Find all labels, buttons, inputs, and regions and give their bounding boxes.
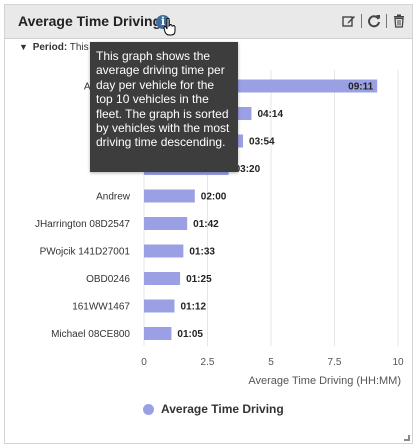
widget-title: Average Time Driving (18, 13, 162, 29)
bar-value-label: 03:54 (249, 137, 275, 148)
widget-header: Average Time Driving i (5, 5, 412, 39)
bar-value-label: 01:42 (193, 219, 219, 230)
bar[interactable] (144, 189, 195, 203)
bar[interactable] (144, 299, 175, 313)
category-label: JHarrington 08D2547 (35, 219, 130, 230)
bar-value-label: 04:14 (257, 109, 283, 120)
bar[interactable] (144, 217, 188, 230)
bar-value-label: 02:00 (201, 192, 227, 203)
edit-icon[interactable] (342, 14, 356, 28)
legend-label: Average Time Driving (161, 402, 284, 416)
bar-value-label: 03:20 (235, 164, 261, 175)
x-axis-title: Average Time Driving (HH:MM) (248, 375, 401, 387)
x-tick-label: 10 (392, 357, 404, 368)
bar-value-label: 09:11 (348, 82, 373, 93)
refresh-icon[interactable] (367, 14, 381, 28)
x-tick-label: 2.5 (201, 357, 215, 368)
bar[interactable] (144, 327, 172, 340)
chart-x-ticks: 0 2.5 5 7.5 10 (141, 357, 404, 368)
info-tooltip: This graph shows the average driving tim… (90, 42, 238, 172)
chart-value-labels: 09:11 04:14 03:54 03:20 02:00 01:42 01:33 01:25… (177, 82, 373, 341)
hand-cursor-icon (163, 18, 176, 36)
bar-value-label: 01:25 (186, 274, 212, 285)
bar[interactable] (144, 244, 184, 258)
bar-value-label: 01:05 (177, 329, 203, 340)
chart-legend[interactable]: Average Time Driving (143, 402, 284, 416)
category-label: Andrew (96, 192, 131, 203)
header-actions (342, 14, 406, 28)
delete-icon[interactable] (392, 14, 406, 28)
filter-icon: ▼ (19, 42, 28, 52)
bar-value-label: 01:12 (180, 302, 206, 313)
period-filter[interactable]: ▼ Period: This (19, 42, 89, 53)
x-tick-label: 7.5 (328, 357, 342, 368)
period-label: Period: (32, 42, 68, 53)
header-separator (361, 14, 362, 28)
bar[interactable] (144, 272, 181, 285)
category-label: 161WW1467 (72, 302, 130, 313)
bar-value-label: 01:33 (189, 247, 215, 258)
category-label: OBD0246 (86, 274, 130, 285)
resize-handle[interactable] (404, 435, 410, 441)
legend-swatch (143, 403, 154, 415)
x-tick-label: 0 (141, 357, 147, 368)
period-value: This (69, 42, 89, 53)
header-separator (386, 14, 387, 28)
category-label: Michael 08CE800 (51, 329, 130, 340)
category-label: PWojcik 141D27001 (40, 247, 131, 258)
x-tick-label: 5 (268, 357, 274, 368)
